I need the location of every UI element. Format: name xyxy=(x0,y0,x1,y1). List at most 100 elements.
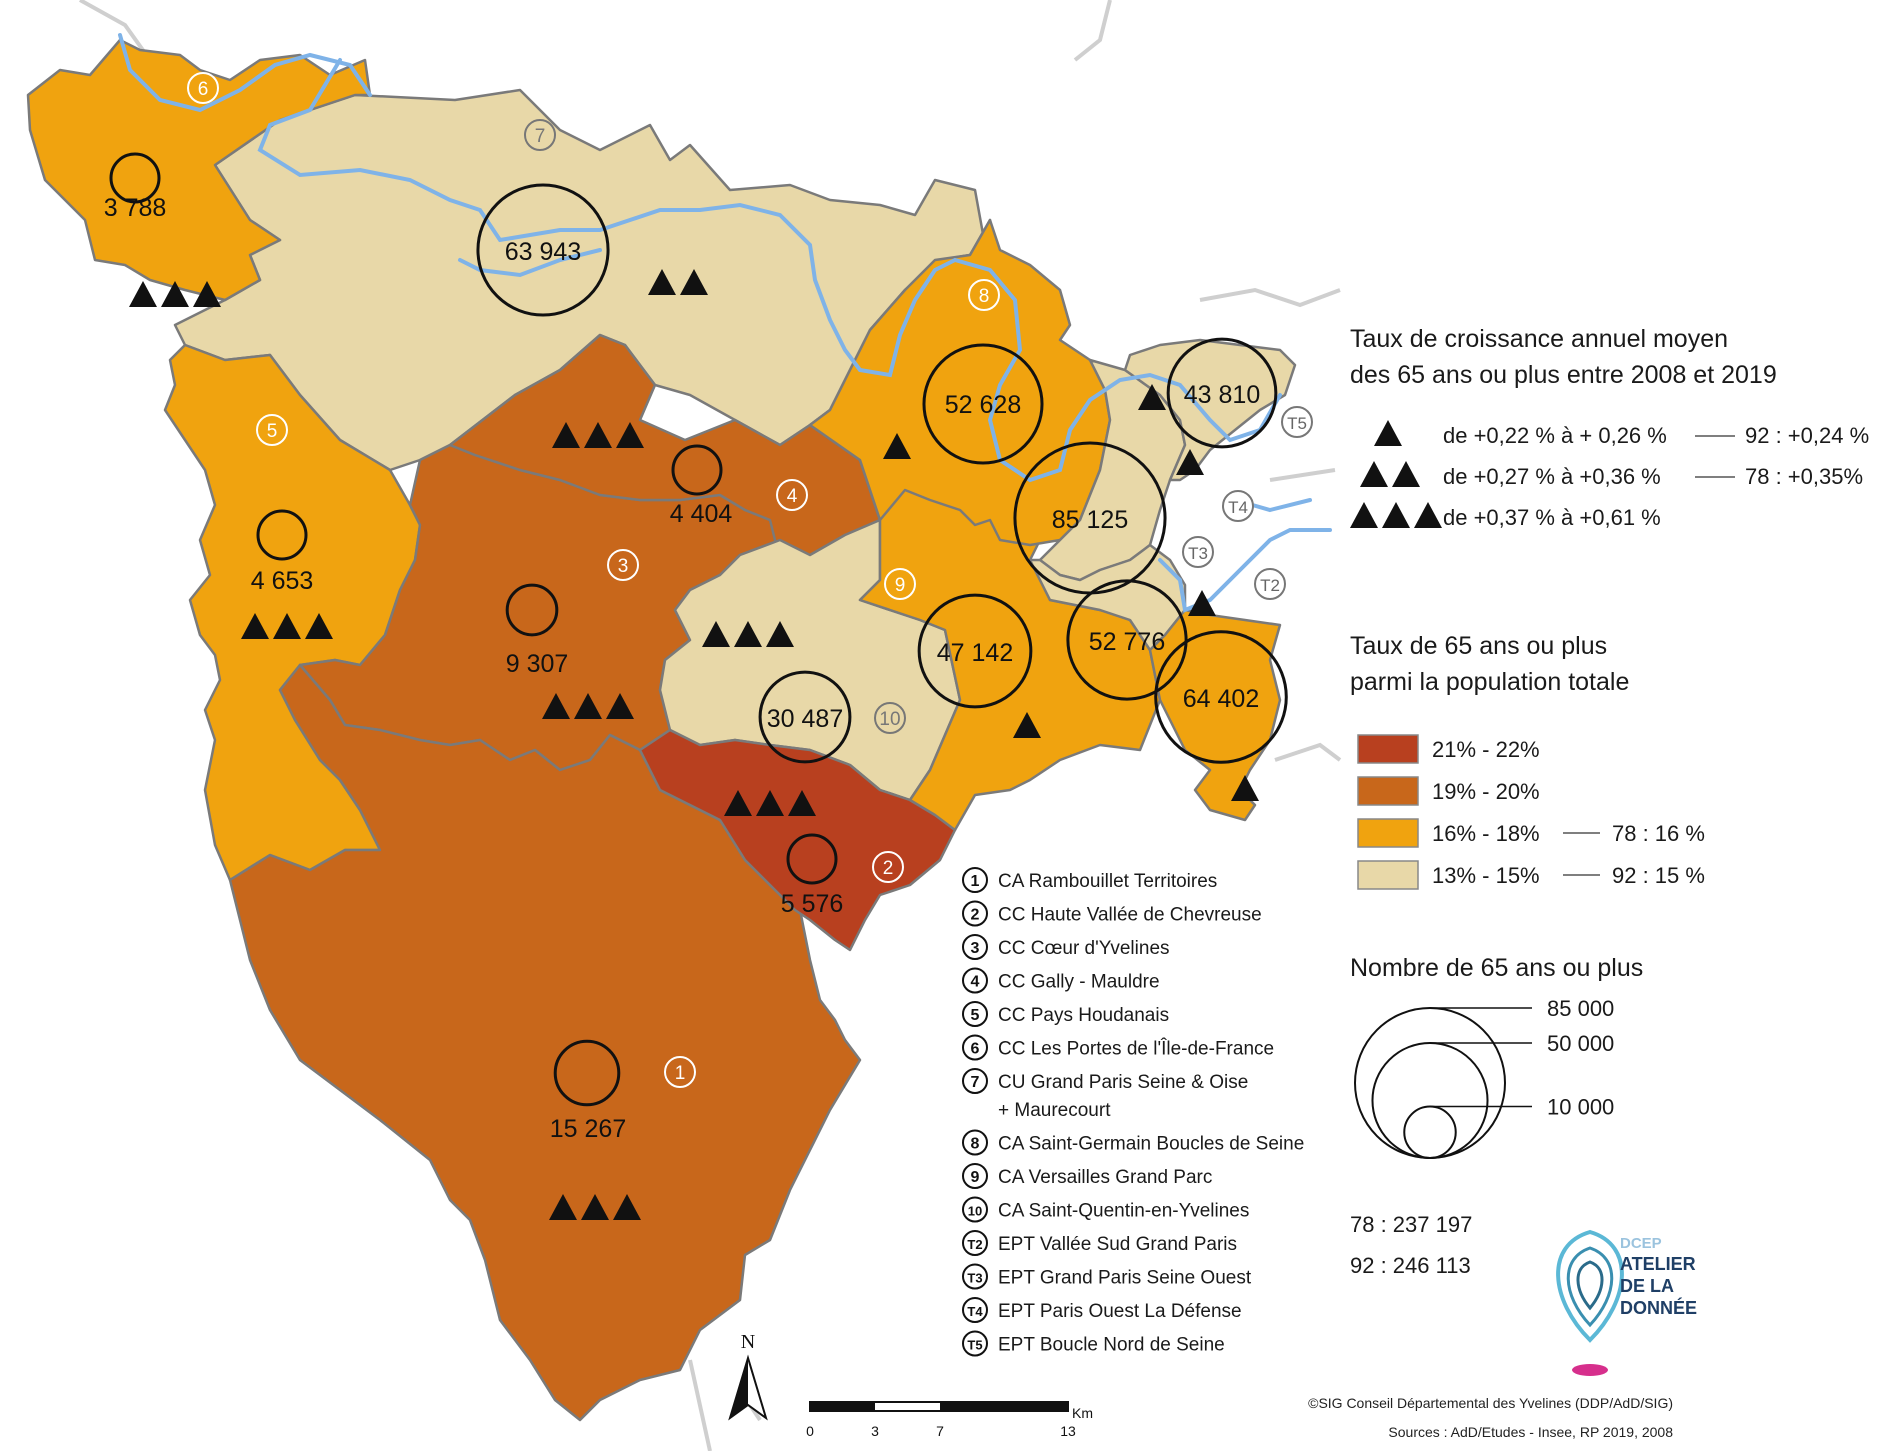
legend-count-title: Nombre de 65 ans ou plus xyxy=(1350,954,1643,982)
rivers xyxy=(118,33,1332,613)
svg-text:T3: T3 xyxy=(967,1271,982,1286)
svg-text:5: 5 xyxy=(267,421,278,442)
svg-text:7: 7 xyxy=(535,126,546,147)
legend-count-label-3: 10 000 xyxy=(1547,1095,1614,1120)
territory-T3-shape xyxy=(1028,543,1187,652)
svg-text:3: 3 xyxy=(618,556,629,577)
svg-text:6: 6 xyxy=(198,79,209,100)
growth-triangle-mark xyxy=(766,621,794,647)
svg-text:CC Gally - Mauldre: CC Gally - Mauldre xyxy=(998,972,1160,993)
territory-list-item-3: 3 CC Cœur d'Yvelines xyxy=(962,934,1170,960)
growth-triangle-mark xyxy=(734,621,762,647)
count-label-2: 5 576 xyxy=(781,890,844,918)
growth-triangle-mark xyxy=(552,422,580,448)
map-badge-8: 8 xyxy=(968,279,1000,311)
map-badge-T2: T2 xyxy=(1254,568,1286,600)
svg-text:7: 7 xyxy=(971,1074,980,1091)
territory-list-item-1: 1 CA Rambouillet Territoires xyxy=(962,867,1217,893)
svg-text:T5: T5 xyxy=(967,1338,982,1353)
svg-text:EPT Paris Ouest La Défense: EPT Paris Ouest La Défense xyxy=(998,1301,1242,1322)
count-circle-6 xyxy=(109,152,161,204)
growth-triangle-mark xyxy=(788,790,816,816)
growth-triangle-mark xyxy=(680,269,708,295)
legend-growth-symbol-1 xyxy=(1374,420,1402,446)
growth-triangle-mark xyxy=(1013,712,1041,738)
count-circle-8 xyxy=(922,343,1044,465)
growth-triangle-mark xyxy=(161,281,189,307)
count-label-T3: 52 776 xyxy=(1089,628,1165,656)
logo-line4: DONNÉE xyxy=(1620,1297,1697,1318)
growth-triangles-T5-b xyxy=(1176,449,1204,475)
growth-triangle-mark xyxy=(129,281,157,307)
svg-text:2: 2 xyxy=(971,907,980,924)
svg-text:2: 2 xyxy=(883,858,894,879)
legend-rate-swatch-4 xyxy=(1357,860,1419,890)
count-circle-T5 xyxy=(1166,337,1278,449)
svg-text:EPT Vallée Sud Grand Paris: EPT Vallée Sud Grand Paris xyxy=(998,1234,1237,1255)
count-circle-1 xyxy=(553,1039,621,1107)
svg-text:CU Grand Paris Seine & Oise: CU Grand Paris Seine & Oise xyxy=(998,1072,1248,1093)
logo-line1: DCEP xyxy=(1620,1235,1662,1252)
legend-rate-label-2: 19% - 20% xyxy=(1432,779,1540,804)
legend-growth-symbol-3 xyxy=(1350,502,1442,528)
growth-triangles xyxy=(129,269,1259,1220)
legend-count-label-1: 85 000 xyxy=(1547,996,1614,1021)
growth-triangle-mark xyxy=(542,693,570,719)
svg-text:CA Saint-Germain Boucles de Se: CA Saint-Germain Boucles de Seine xyxy=(998,1134,1304,1155)
legend-growth-ref-2: 78 : +0,35% xyxy=(1745,464,1863,489)
territory-6-shape xyxy=(26,38,372,302)
count-label-6: 3 788 xyxy=(104,194,167,222)
growth-triangles-8 xyxy=(883,433,911,459)
north-arrow: N xyxy=(728,1331,768,1421)
scale-tick-0: 0 xyxy=(806,1423,814,1439)
growth-triangle-mark xyxy=(574,693,602,719)
growth-triangles-10 xyxy=(702,621,794,647)
growth-triangle-mark xyxy=(1382,502,1410,528)
legend-growth-title-1: Taux de croissance annuel moyen xyxy=(1350,325,1728,353)
growth-triangle-mark xyxy=(883,433,911,459)
legend-total-1: 78 : 237 197 xyxy=(1350,1212,1472,1237)
growth-triangle-mark xyxy=(1360,461,1388,487)
count-label-3: 9 307 xyxy=(506,650,569,678)
legend-growth: Taux de croissance annuel moyen des 65 a… xyxy=(1350,325,1869,530)
count-label-7: 63 943 xyxy=(505,238,581,266)
map-badge-T3: T3 xyxy=(1182,536,1214,568)
count-label-T4: 85 125 xyxy=(1052,506,1128,534)
territory-list-item-7: 7 CU Grand Paris Seine & Oise + Maurecourt xyxy=(962,1068,1248,1121)
legend-rate: Taux de 65 ans ou plus parmi la populati… xyxy=(1350,632,1705,890)
map-badge-T5: T5 xyxy=(1281,406,1313,438)
legend-rate-ref-4: 92 : 15 % xyxy=(1612,863,1705,888)
svg-text:5: 5 xyxy=(971,1007,980,1024)
count-label-10: 30 487 xyxy=(767,705,843,733)
scale-tick-13: 13 xyxy=(1060,1423,1076,1439)
growth-triangle-mark xyxy=(1374,420,1402,446)
svg-text:EPT Grand Paris Seine Ouest: EPT Grand Paris Seine Ouest xyxy=(998,1268,1252,1289)
growth-triangles-1 xyxy=(549,1194,641,1220)
growth-triangles-9 xyxy=(1013,712,1041,738)
legend-count-circle-1 xyxy=(1354,1007,1506,1159)
territory-list-item-10: 10 CA Saint-Quentin-en-Yvelines xyxy=(962,1196,1249,1223)
legend-growth-label-1: de +0,22 % à + 0,26 % xyxy=(1443,423,1667,448)
territory-polygons xyxy=(26,38,1297,1422)
count-label-5: 4 653 xyxy=(251,567,314,595)
svg-text:9: 9 xyxy=(895,575,906,596)
svg-text:CC Cœur d'Yvelines: CC Cœur d'Yvelines xyxy=(998,938,1170,959)
growth-triangle-mark xyxy=(584,422,612,448)
svg-text:6: 6 xyxy=(971,1041,980,1058)
growth-triangle-mark xyxy=(702,621,730,647)
territory-list-item-2: 2 CC Haute Vallée de Chevreuse xyxy=(962,900,1262,927)
neighbour-boundaries xyxy=(79,0,1342,1451)
legend-rate-label-1: 21% - 22% xyxy=(1432,737,1540,762)
territory-number-badges: 1 2 3 4 5 6 7 8 9 10 T5 T4 T3 T2 xyxy=(187,72,1313,1088)
growth-triangle-mark xyxy=(193,281,221,307)
growth-triangle-mark xyxy=(273,613,301,639)
legend-rate-title-1: Taux de 65 ans ou plus xyxy=(1350,632,1607,660)
growth-triangle-mark xyxy=(1176,449,1204,475)
count-circle-T3 xyxy=(1066,579,1188,701)
growth-triangles-2 xyxy=(724,790,816,816)
svg-text:CA Saint-Quentin-en-Yvelines: CA Saint-Quentin-en-Yvelines xyxy=(998,1201,1249,1222)
count-circle-10 xyxy=(758,670,852,764)
credits-line1: ©SIG Conseil Départemental des Yvelines … xyxy=(1308,1395,1673,1411)
